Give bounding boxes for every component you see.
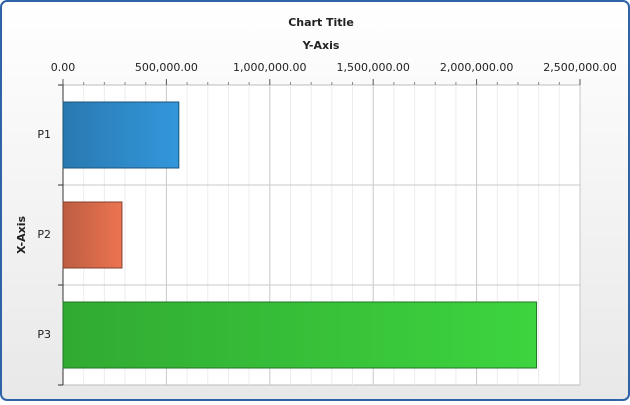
y-axis-label: Y-Axis <box>302 39 340 52</box>
y-tick-label: 1,000,000.00 <box>233 61 306 74</box>
category-label: P3 <box>37 328 51 341</box>
y-tick-label: 0.00 <box>51 61 76 74</box>
y-tick-label: 1,500,000.00 <box>336 61 409 74</box>
y-tick-label: 2,500,000.00 <box>543 61 616 74</box>
bar <box>62 101 180 169</box>
category-label: P2 <box>37 228 51 241</box>
y-tick-label: 500,000.00 <box>135 61 198 74</box>
y-tick-label: 2,000,000.00 <box>440 61 513 74</box>
category-label: P1 <box>37 128 51 141</box>
bar <box>62 201 123 269</box>
bar <box>62 301 538 369</box>
x-axis-label: X-Axis <box>15 216 28 255</box>
chart-title: Chart Title <box>288 16 354 29</box>
